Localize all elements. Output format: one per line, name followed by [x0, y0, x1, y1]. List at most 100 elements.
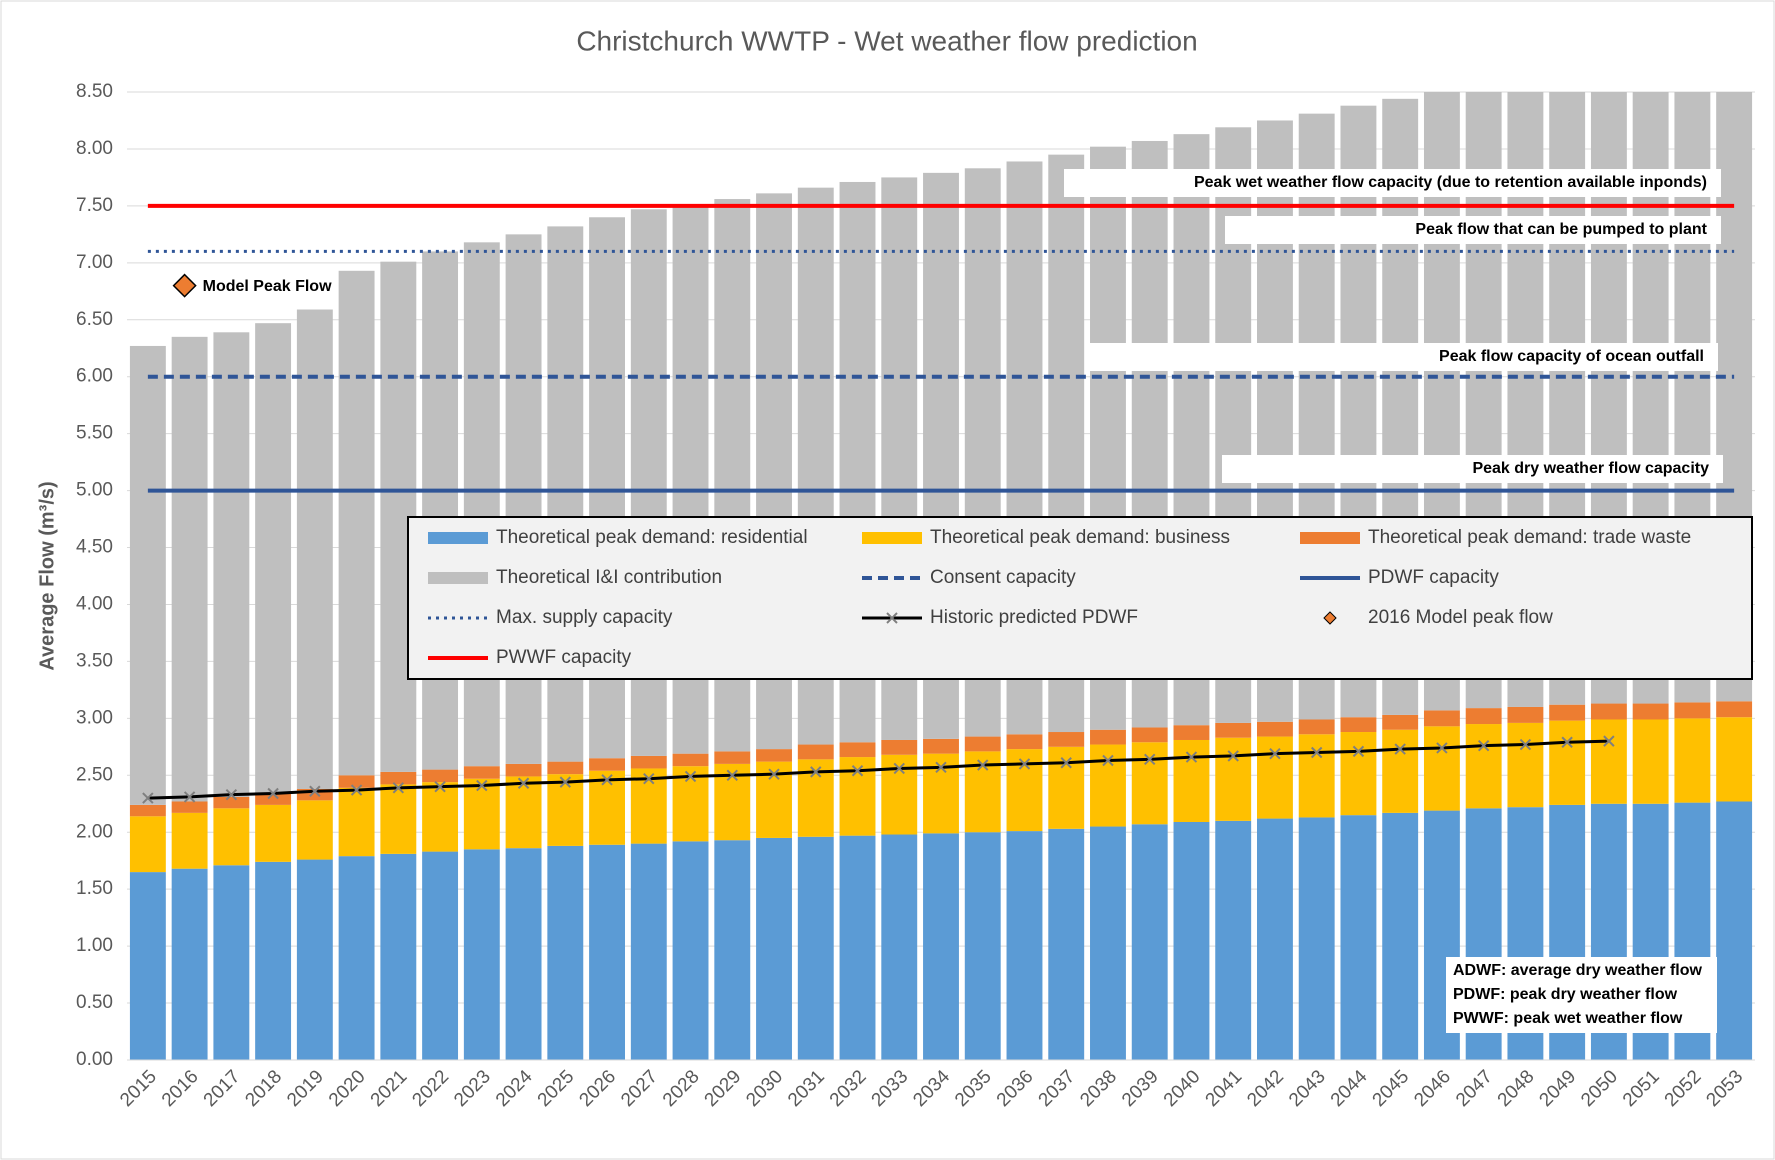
legend-label: Theoretical I&I contribution	[496, 567, 722, 588]
bar-segment	[1674, 718, 1711, 803]
line-marker	[810, 766, 822, 778]
bar-segment	[756, 749, 792, 762]
bar-segment	[338, 270, 375, 776]
bar-segment	[839, 835, 876, 1060]
line-marker	[434, 780, 446, 793]
line-marker	[977, 759, 989, 771]
bar-segment	[547, 774, 584, 846]
bar-segment	[296, 800, 333, 860]
line-marker	[726, 769, 738, 782]
y-tick-label: 6.50	[76, 309, 113, 330]
line-marker	[225, 788, 238, 801]
bar-segment	[1465, 724, 1502, 809]
bar-segment	[589, 770, 626, 845]
bar-segment	[338, 775, 375, 788]
bar-segment	[1716, 717, 1753, 802]
chart-title: Christchurch WWTP - Wet weather flow pre…	[576, 25, 1197, 56]
y-tick-label: 3.00	[76, 707, 113, 728]
line-marker	[517, 777, 530, 789]
model-point	[172, 273, 197, 298]
line-marker	[1060, 757, 1072, 769]
line-marker	[1603, 735, 1615, 747]
legend-label: 2016 Model peak flow	[1368, 607, 1553, 628]
legend-label: PDWF capacity	[1368, 567, 1499, 588]
notes-box	[1446, 957, 1717, 1033]
bar-segment	[1173, 725, 1210, 740]
y-tick-label: 5.50	[76, 423, 113, 444]
bar-segment	[463, 778, 500, 850]
line-marker	[1561, 736, 1573, 748]
annotation: Peak flow capacity of ocean outfall	[1439, 348, 1704, 365]
y-tick-label: 8.00	[76, 138, 113, 159]
line-marker	[1185, 751, 1198, 763]
y-tick-label: 0.50	[76, 992, 113, 1013]
y-tick-label: 4.50	[76, 537, 113, 558]
annotation: Peak wet weather flow capacity (due to r…	[1194, 174, 1707, 191]
bar-segment	[129, 804, 166, 817]
bar-segment	[171, 801, 208, 813]
bar-segment	[380, 853, 417, 1060]
bar-segment	[1340, 732, 1377, 816]
legend-swatch	[886, 612, 898, 624]
bar-segment	[1215, 737, 1252, 821]
bar-segment	[1048, 828, 1085, 1060]
line-marker	[1394, 743, 1406, 755]
legend-label: Historic predicted PDWF	[930, 607, 1138, 628]
bar-segment	[839, 742, 876, 758]
line-marker	[1310, 746, 1323, 759]
bar-segment	[881, 739, 918, 755]
bar-segment	[1423, 710, 1460, 727]
bar-segment	[589, 844, 626, 1060]
y-tick-label: 7.50	[76, 195, 113, 216]
bar-segment	[714, 751, 751, 764]
bar-segment	[338, 856, 375, 1060]
line-marker	[476, 779, 488, 792]
bar-segment	[964, 736, 1001, 752]
bar-segment	[630, 768, 667, 844]
y-tick-label: 2.00	[76, 821, 113, 842]
line-marker	[392, 782, 405, 794]
annotation-box	[1087, 343, 1718, 371]
line-marker	[1018, 758, 1031, 770]
bar-segment	[296, 309, 333, 789]
bar-segment	[1131, 824, 1168, 1060]
annotation: Peak flow that can be pumped to plant	[1415, 221, 1707, 238]
bar-segment	[630, 755, 667, 769]
line-marker	[142, 792, 154, 804]
bar-segment	[1006, 749, 1043, 832]
bar-segment	[630, 843, 667, 1060]
bar-segment	[380, 771, 417, 785]
bar-segment	[1298, 719, 1335, 735]
bar-segment	[463, 242, 500, 767]
bar-segment	[422, 769, 459, 783]
line-marker	[643, 773, 655, 785]
bar-segment	[213, 332, 250, 797]
legend-label: Max. supply capacity	[496, 607, 673, 628]
bar-segment	[1173, 739, 1210, 822]
bar-segment	[171, 812, 208, 869]
bar-segment	[338, 787, 375, 857]
line-marker	[1144, 753, 1156, 766]
bar-segment	[547, 761, 584, 775]
bar-segment	[672, 766, 709, 842]
bar-segment	[1507, 722, 1544, 808]
line-marker	[267, 787, 279, 800]
bar-segment	[296, 859, 333, 1060]
bar-segment	[129, 816, 166, 873]
bar-segment	[1674, 702, 1711, 719]
legend-swatch	[428, 572, 488, 584]
line-marker	[1269, 747, 1281, 760]
bar-segment	[1423, 726, 1460, 811]
bar-segment	[255, 793, 292, 805]
bar-segment	[1298, 817, 1335, 1060]
y-tick-label: 0.00	[76, 1049, 113, 1070]
annotation-box	[1064, 169, 1721, 197]
line-marker	[935, 761, 947, 774]
bar-segment	[589, 758, 626, 771]
legend-label: Consent capacity	[930, 567, 1076, 588]
legend-label: Theoretical peak demand: trade waste	[1368, 527, 1691, 548]
bar-segment	[1382, 729, 1419, 813]
bar-segment	[1632, 719, 1669, 804]
bar-segment	[797, 836, 834, 1060]
